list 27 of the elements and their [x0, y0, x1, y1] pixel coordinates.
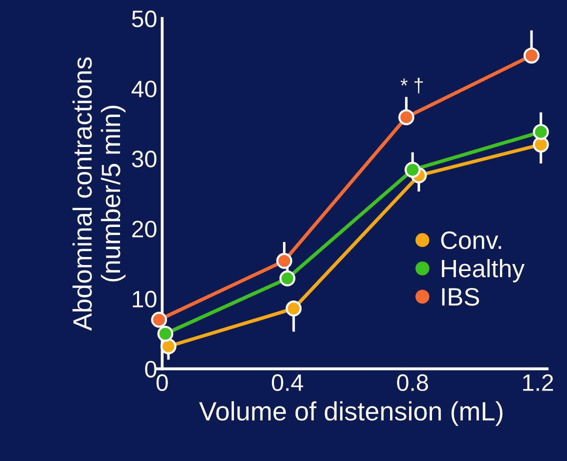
point — [398, 109, 414, 126]
point — [157, 326, 174, 342]
point — [532, 124, 549, 140]
legend-label: Conv. — [441, 231, 502, 250]
y-tick-label: 20 — [132, 220, 156, 238]
y-tick-label: 50 — [132, 10, 156, 28]
legend-label: IBS — [442, 288, 480, 306]
y-tick-label: 0 — [145, 360, 156, 378]
point — [404, 162, 421, 178]
point — [279, 270, 296, 286]
x-tick-label: 0 — [156, 374, 168, 392]
point — [532, 136, 549, 153]
y-tick-label: 40 — [132, 80, 156, 98]
x-tick-label: 0.8 — [397, 374, 428, 392]
annotation: * † — [400, 78, 423, 94]
point — [276, 252, 292, 269]
point — [151, 312, 168, 328]
x-axis-title: Volume of distension (mL) — [199, 401, 502, 426]
point — [524, 48, 540, 64]
y-tick-label: 30 — [132, 150, 156, 168]
y-tick-label: 10 — [132, 290, 156, 308]
point — [160, 338, 176, 354]
legend-label: Healthy — [442, 259, 525, 282]
x-tick-label: 1.2 — [523, 374, 553, 391]
point — [286, 300, 302, 317]
x-tick-label: 0.4 — [272, 374, 304, 392]
y-axis-title: Abdominal contractions (number/5 min) — [72, 57, 126, 331]
